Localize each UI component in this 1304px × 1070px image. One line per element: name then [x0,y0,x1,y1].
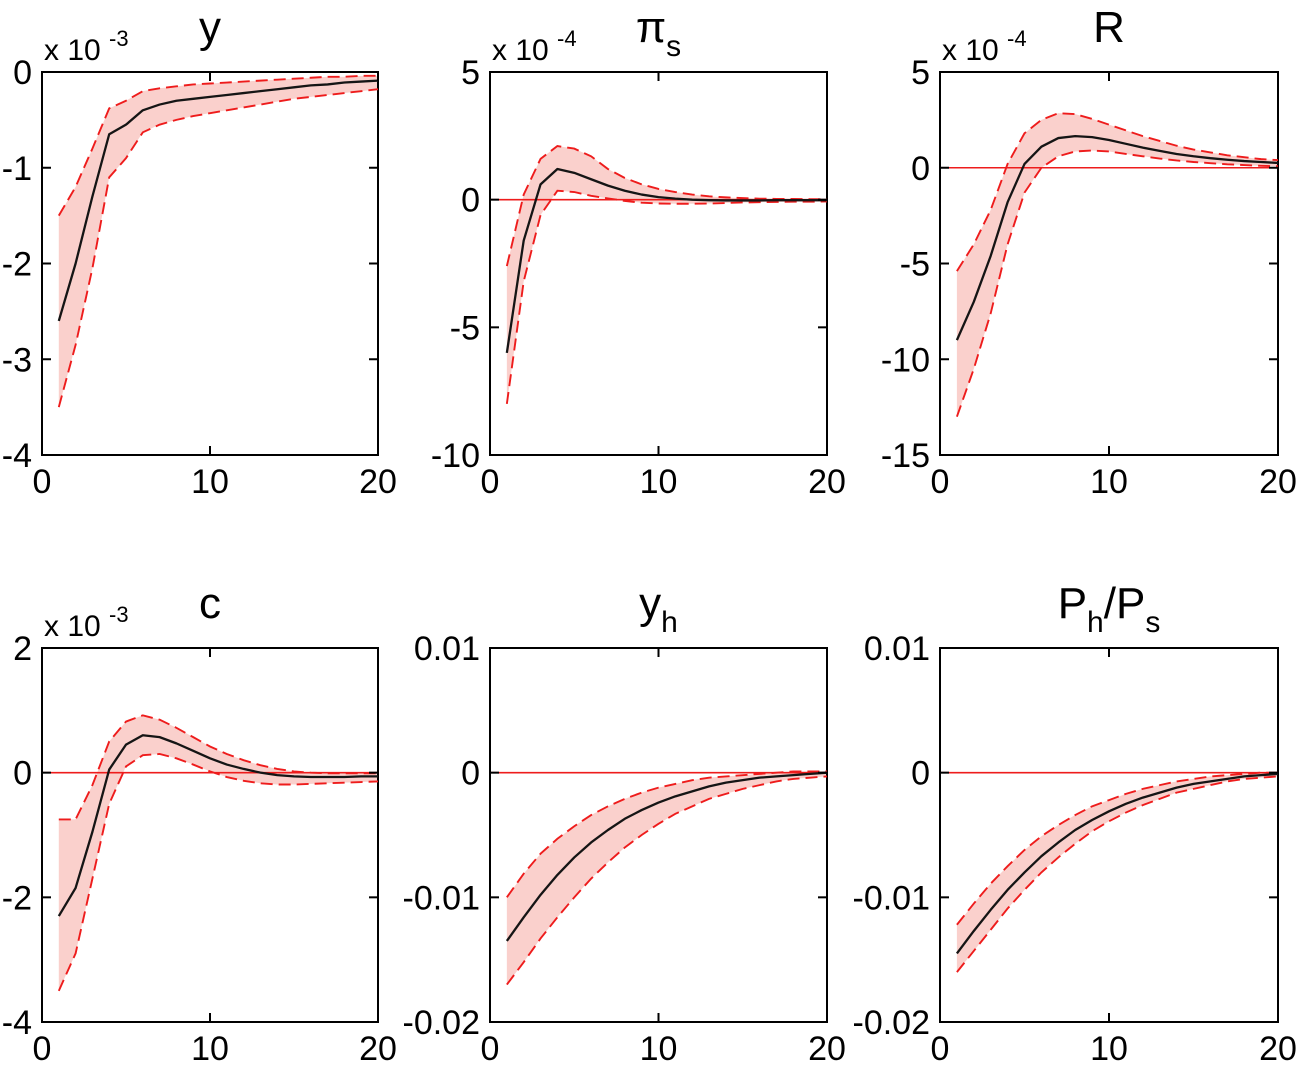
y-tick-label: -2 [2,246,32,284]
axis-scale-label: x 10 -3 [44,602,129,643]
y-tick-label: -10 [881,341,930,379]
median-line [505,167,827,354]
x-tick-label: 20 [1259,463,1297,501]
y-tick-label: -4 [2,1004,32,1042]
y-tick-label: -5 [450,309,480,347]
x-tick-label: 0 [33,463,52,501]
y-tick-label: 0 [13,755,32,793]
subplot-title: y [199,3,221,52]
x-tick-label: 0 [481,1030,500,1068]
y-tick-label: 0 [461,755,480,793]
median-line [57,79,379,322]
upper-band-line [506,770,827,898]
y-tick-label: -5 [900,246,930,284]
confidence-band [956,772,1278,973]
x-tick-label: 20 [808,1030,846,1068]
y-tick-label: -3 [2,341,32,379]
x-tick-label: 10 [1090,1030,1128,1068]
y-tick-label: 0.01 [864,630,930,668]
median-line [505,771,828,942]
lower-band-line [57,88,379,408]
x-tick-label: 0 [33,1030,52,1068]
x-tick-label: 10 [1090,463,1128,501]
y-tick-label: -4 [2,437,32,475]
x-tick-label: 20 [359,1030,397,1068]
subplot-y: 0 10 20 0 -1 -2 -3 -4 y x 10 -3 [2,3,397,501]
axes-frame [939,647,1279,1023]
x-tick-label: 10 [640,1030,678,1068]
axes-frame [489,71,828,456]
y-tick-label: -0.02 [853,1004,931,1042]
subplot-title: yh [639,579,678,639]
y-tick-label: -0.01 [403,879,481,917]
axis-scale-label: x 10 -3 [44,26,129,67]
lower-band-line [506,775,828,986]
y-tick-label: -10 [431,437,480,475]
lower-band-line [57,753,379,992]
confidence-band [506,146,827,404]
x-tick-label: 10 [191,463,229,501]
y-tick-label: -0.02 [403,1004,481,1042]
y-tick-label: -1 [2,150,32,188]
x-tick-label: 20 [359,463,397,501]
confidence-band [956,113,1278,417]
y-tick-label: 0.01 [414,630,480,668]
median-line [57,734,378,917]
subplot-y_h: 0 10 20 0.01 0 -0.01 -0.02 yh [403,579,846,1068]
y-tick-label: -2 [2,879,32,917]
subplot-title: R [1093,3,1125,52]
subplot-title: πs [636,3,681,63]
confidence-band [58,75,379,408]
subplot-title: c [199,579,221,628]
median-line [955,772,1279,955]
confidence-band [506,771,827,985]
y-tick-label: 0 [911,755,930,793]
x-tick-label: 20 [808,463,846,501]
y-tick-label: 0 [461,182,480,220]
upper-band-line [505,145,827,267]
subplot-title: Ph/Ps [1058,579,1161,639]
x-tick-label: 0 [931,463,950,501]
subplot-pi_s: 0 10 20 5 0 -5 -10 πs x 10 -4 [431,3,846,501]
y-tick-label: -0.01 [853,879,931,917]
subplot-Ph_over_Ps: 0 10 20 0.01 0 -0.01 -0.02 Ph/Ps [853,579,1297,1068]
y-tick-label: -15 [881,437,930,475]
confidence-band [58,715,379,991]
y-tick-label: 2 [13,630,32,668]
median-line [955,135,1279,341]
upper-band-line [956,112,1279,272]
x-tick-label: 10 [640,463,678,501]
x-tick-label: 20 [1259,1030,1297,1068]
axis-scale-label: x 10 -4 [492,26,577,67]
y-tick-label: 5 [911,54,930,92]
upper-band-line [956,771,1278,926]
axis-scale-label: x 10 -4 [942,26,1027,67]
x-tick-label: 10 [191,1030,229,1068]
x-tick-label: 0 [931,1030,950,1068]
y-tick-label: 0 [13,54,32,92]
x-tick-label: 0 [481,463,500,501]
lower-band-line [505,189,828,405]
y-tick-label: 0 [911,150,930,188]
lower-band-line [956,775,1279,973]
y-tick-label: 5 [461,54,480,92]
subplot-R: 0 10 20 5 0 -5 -10 -15 Rx 10 -4 [881,3,1297,501]
lower-band-line [956,149,1279,418]
axes-frame [489,647,828,1023]
